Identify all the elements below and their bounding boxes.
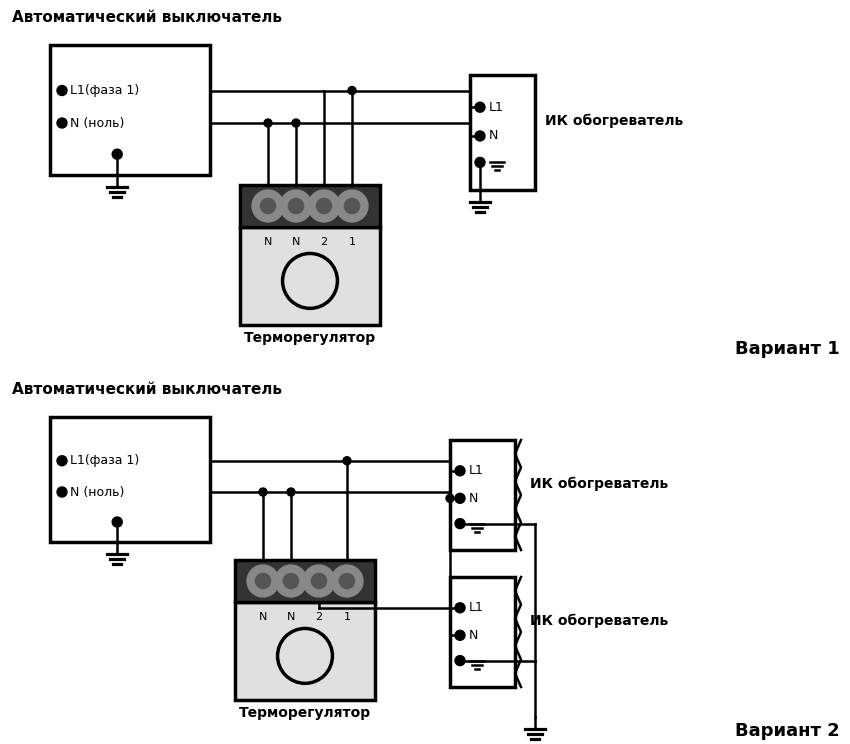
Text: Терморегулятор: Терморегулятор <box>239 706 371 720</box>
Text: N: N <box>489 129 498 142</box>
Bar <box>240 185 380 227</box>
Circle shape <box>288 199 303 214</box>
Circle shape <box>455 655 465 666</box>
Bar <box>450 577 515 687</box>
Circle shape <box>264 119 272 127</box>
Text: Терморегулятор: Терморегулятор <box>244 331 376 345</box>
Bar <box>470 75 535 190</box>
Circle shape <box>311 574 326 589</box>
Circle shape <box>455 603 465 613</box>
Bar <box>240 227 380 325</box>
Text: Автоматический выключатель: Автоматический выключатель <box>12 382 282 397</box>
Text: N (ноль): N (ноль) <box>70 117 124 129</box>
Bar <box>450 440 515 550</box>
Circle shape <box>475 158 485 167</box>
Circle shape <box>292 119 300 127</box>
Text: L1: L1 <box>469 464 484 478</box>
Circle shape <box>348 86 356 94</box>
Circle shape <box>455 630 465 641</box>
Text: ИК обогреватель: ИК обогреватель <box>530 477 668 491</box>
Text: 2: 2 <box>315 612 322 622</box>
Circle shape <box>247 565 279 597</box>
Circle shape <box>316 199 332 214</box>
Circle shape <box>112 150 122 159</box>
Circle shape <box>336 190 368 222</box>
Circle shape <box>344 199 360 214</box>
Bar <box>235 560 375 602</box>
Circle shape <box>455 493 465 503</box>
Text: N: N <box>258 612 267 622</box>
Circle shape <box>343 457 351 465</box>
Circle shape <box>260 199 275 214</box>
Text: N: N <box>469 492 479 504</box>
Circle shape <box>287 488 295 496</box>
Circle shape <box>283 574 298 589</box>
Text: N: N <box>292 237 300 247</box>
Circle shape <box>303 565 335 597</box>
Circle shape <box>475 102 485 112</box>
Bar <box>235 602 375 700</box>
Circle shape <box>475 131 485 141</box>
Text: N: N <box>469 629 479 642</box>
Text: Вариант 1: Вариант 1 <box>735 340 840 358</box>
Circle shape <box>275 565 307 597</box>
Text: N (ноль): N (ноль) <box>70 486 124 498</box>
Circle shape <box>455 519 465 528</box>
Circle shape <box>259 488 267 496</box>
Circle shape <box>280 190 312 222</box>
Text: L1: L1 <box>469 601 484 615</box>
Text: L1(фаза 1): L1(фаза 1) <box>70 455 139 467</box>
Circle shape <box>455 466 465 476</box>
Text: N: N <box>264 237 272 247</box>
Circle shape <box>252 190 284 222</box>
Bar <box>50 417 210 542</box>
Bar <box>50 45 210 175</box>
Text: Автоматический выключатель: Автоматический выключатель <box>12 10 282 25</box>
Text: ИК обогреватель: ИК обогреватель <box>530 614 668 628</box>
Text: 2: 2 <box>320 237 327 247</box>
Text: 1: 1 <box>343 612 350 622</box>
Text: 1: 1 <box>348 237 355 247</box>
Text: N: N <box>286 612 295 622</box>
Circle shape <box>57 86 67 95</box>
Circle shape <box>57 456 67 466</box>
Circle shape <box>331 565 363 597</box>
Circle shape <box>446 494 454 502</box>
Circle shape <box>256 574 270 589</box>
Circle shape <box>57 487 67 497</box>
Circle shape <box>308 190 340 222</box>
Circle shape <box>112 517 122 527</box>
Text: L1: L1 <box>489 100 504 114</box>
Circle shape <box>339 574 354 589</box>
Text: L1(фаза 1): L1(фаза 1) <box>70 84 139 97</box>
Text: ИК обогреватель: ИК обогреватель <box>545 114 683 128</box>
Text: Вариант 2: Вариант 2 <box>735 722 840 740</box>
Circle shape <box>57 118 67 128</box>
